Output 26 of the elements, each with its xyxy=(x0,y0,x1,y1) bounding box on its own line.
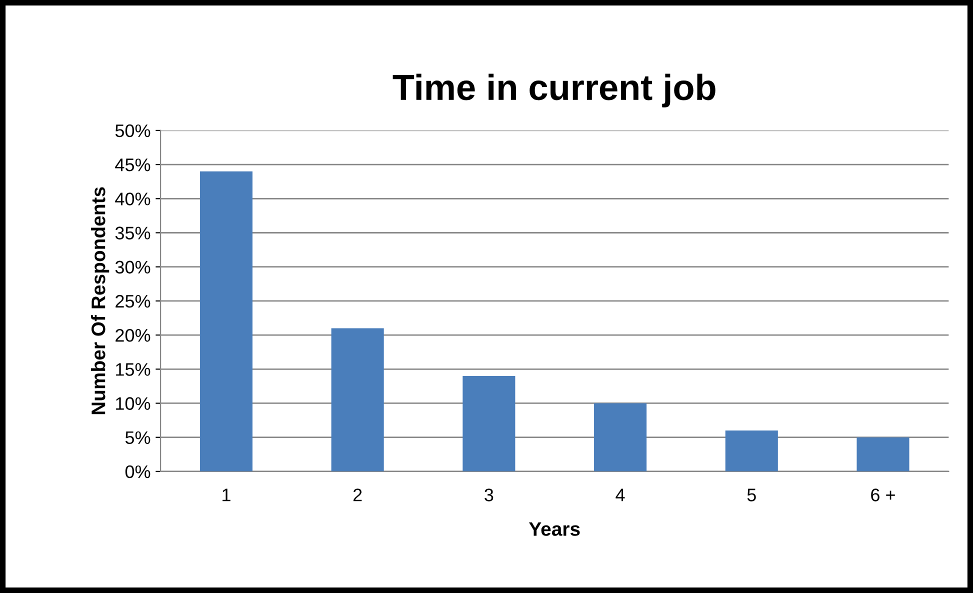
x-tick-label: 6 + xyxy=(871,488,895,502)
x-tick-label: 1 xyxy=(222,488,230,502)
y-tick-label: 0% xyxy=(125,465,150,478)
x-tick-label: 2 xyxy=(353,488,362,502)
bar xyxy=(856,437,910,472)
bar xyxy=(462,376,516,472)
y-tick-label: 25% xyxy=(116,294,150,308)
y-tick-label: 45% xyxy=(115,158,150,172)
bar xyxy=(331,328,384,472)
y-tick-label: 5% xyxy=(125,431,150,444)
y-tick-label: 50% xyxy=(115,124,150,138)
bar xyxy=(594,403,647,472)
bar xyxy=(725,430,778,472)
chart-title: Time in current job xyxy=(392,74,716,108)
x-axis-title: Years xyxy=(528,522,580,536)
x-tick-label: 4 xyxy=(616,488,625,502)
y-tick-label: 30% xyxy=(115,260,150,274)
y-tick-label: 20% xyxy=(116,328,150,342)
y-tick-label: 35% xyxy=(115,226,150,240)
y-tick-label: 15% xyxy=(116,363,150,376)
y-axis-title: Number Of Respondents xyxy=(91,187,110,414)
bar xyxy=(200,171,252,472)
y-tick-label: 40% xyxy=(115,192,150,206)
x-tick-label: 5 xyxy=(747,488,756,502)
y-tick-label: 10% xyxy=(116,397,150,410)
x-tick-label: 3 xyxy=(484,488,494,502)
